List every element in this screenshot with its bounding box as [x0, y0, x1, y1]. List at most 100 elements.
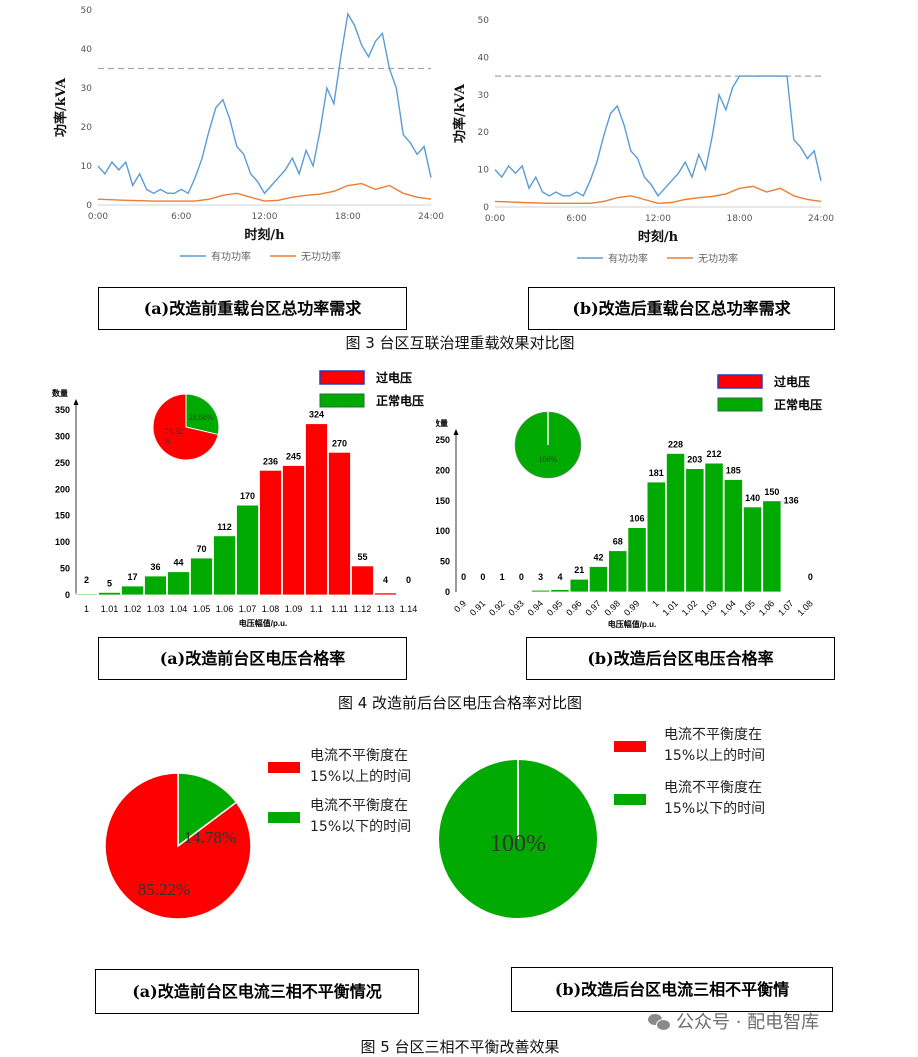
bar-1.01: [665, 453, 686, 593]
bar-0.95: [550, 589, 570, 593]
x-tick-label: 0.94: [526, 598, 545, 617]
x-axis-title: 时刻/h: [244, 227, 285, 243]
data-label: 36: [150, 562, 160, 572]
x-tick-label: 1.06: [757, 598, 776, 617]
data-label: 2: [84, 575, 89, 585]
y-tick-label: 0: [65, 590, 70, 600]
wechat-icon: [648, 1014, 671, 1031]
x-tick-label: 1.01: [101, 604, 119, 614]
fig4b-histogram: 数量05010015020025000.900.9110.9200.9330.9…: [436, 374, 822, 629]
legend-label-over-voltage: 过电压: [376, 370, 412, 385]
data-label: 17: [127, 572, 137, 582]
bar-1.07: [236, 504, 259, 596]
data-label: 70: [196, 544, 206, 554]
x-tick-label: 1.05: [738, 598, 757, 617]
x-tick-label: 1.14: [400, 604, 418, 614]
y-tick-label: 0: [86, 201, 92, 211]
legend-swatch-above-15: [268, 762, 300, 773]
bar-1.09: [282, 465, 305, 596]
x-tick-label: 1.03: [699, 598, 718, 617]
data-label: 0: [519, 572, 524, 582]
fig5a-caption: (a)改造前台区电流三相不平衡情况: [95, 969, 419, 1014]
bar-1.1: [305, 423, 328, 596]
x-tick-label: 24:00: [418, 212, 444, 222]
data-label: 245: [286, 452, 301, 462]
y-tick-label: 100: [55, 537, 70, 547]
data-label: 181: [649, 468, 664, 478]
y-tick-label: 20: [81, 123, 93, 133]
data-label: 150: [764, 487, 779, 497]
data-label: 228: [668, 439, 683, 449]
legend-label-above-15: 电流不平衡度在: [664, 727, 762, 743]
x-tick-label: 1.06: [216, 604, 234, 614]
bar-1: [646, 481, 666, 593]
legend-label-active: 有功功率: [211, 250, 251, 263]
data-label: 203: [687, 455, 702, 465]
x-tick-label: 6:00: [171, 212, 191, 222]
x-tick-label: 1.04: [170, 604, 188, 614]
x-tick-label: 1.05: [193, 604, 211, 614]
bar-1.03: [144, 575, 167, 596]
inset-pie-label: 100%: [539, 455, 558, 464]
fig3b-caption: (b)改造后重载台区总功率需求: [528, 287, 835, 330]
legend-label-over-voltage: 过电压: [774, 374, 810, 389]
fig4-caption: 图 4 改造前后台区电压合格率对比图: [337, 694, 583, 712]
y-tick-label: 10: [478, 166, 490, 176]
y-tick-label: 10: [81, 162, 93, 172]
bar-1.04: [723, 479, 743, 593]
x-tick-label: 1.11: [331, 604, 348, 614]
bar-0.96: [569, 578, 589, 593]
y-tick-label: 250: [436, 435, 450, 445]
x-tick-label: 1.12: [354, 604, 372, 614]
legend-swatch-normal-voltage: [319, 393, 365, 408]
bar-1.05: [190, 557, 213, 596]
legend-label-above-15-line2: 15%以上的时间: [664, 748, 765, 764]
bar-1.08: [259, 469, 282, 596]
data-label: 136: [784, 495, 799, 505]
fig3b-line-chart: 0 10 20 30 40 50 0:00 6:00 12:00 18:00 24:00 时刻/h 功率…: [452, 16, 834, 265]
series-line-reactive: [494, 185, 822, 205]
y-tick-label: 300: [55, 431, 70, 441]
bar-1.13: [374, 592, 397, 596]
legend-swatch-over-voltage: [319, 370, 365, 385]
bar-0.94: [531, 589, 551, 593]
x-tick-label: 1.02: [124, 604, 142, 614]
legend-label-below-15: 电流不平衡度在: [310, 798, 408, 814]
x-tick-label: 0:00: [485, 214, 505, 224]
inset-pie-label: %: [165, 437, 172, 446]
legend-swatch-above-15: [614, 741, 646, 752]
x-tick-label: 0.93: [506, 598, 525, 617]
legend-label-active: 有功功率: [608, 252, 648, 265]
y-tick-label: 250: [55, 458, 70, 468]
x-tick-label: 1.02: [680, 598, 699, 617]
y-tick-label: 150: [55, 511, 70, 521]
x-tick-label: 0:00: [88, 212, 108, 222]
y-tick-label: 50: [81, 6, 93, 16]
x-tick-label: 0.9: [452, 598, 468, 614]
x-tick-label: 1: [650, 598, 661, 609]
x-tick-label: 1.13: [377, 604, 395, 614]
y-axis-title: 数量: [52, 388, 68, 398]
legend-label-above-15-line2: 15%以上的时间: [310, 769, 411, 785]
x-axis-title: 电压幅值/p.u.: [239, 618, 287, 628]
data-label: 185: [726, 466, 741, 476]
fig5b-caption: (b)改造后台区电流三相不平衡情: [511, 967, 833, 1012]
x-tick-label: 1.08: [795, 598, 814, 617]
inset-pie-slice: [185, 393, 220, 436]
series-line-reactive: [97, 182, 432, 202]
pie-label: 14.78%: [184, 828, 236, 847]
y-axis-title: 数量: [436, 418, 448, 428]
x-tick-label: 6:00: [566, 214, 586, 224]
x-tick-label: 0.98: [603, 598, 622, 617]
inset-pie-label: 28.68%: [189, 413, 214, 422]
legend-label-below-15-line2: 15%以下的时间: [310, 819, 411, 835]
bar-1.03: [704, 462, 724, 593]
inset-pie-label: 71.32: [165, 427, 183, 436]
inset-pie-slice: [152, 393, 219, 461]
legend-swatch-below-15: [614, 794, 646, 805]
y-tick-label: 30: [81, 84, 93, 94]
x-tick-label: 0.91: [468, 598, 487, 617]
watermark: 公众号 · 配电智库: [648, 1008, 819, 1034]
y-axis-arrow-icon: [453, 429, 459, 435]
bar-0.98: [608, 550, 628, 593]
